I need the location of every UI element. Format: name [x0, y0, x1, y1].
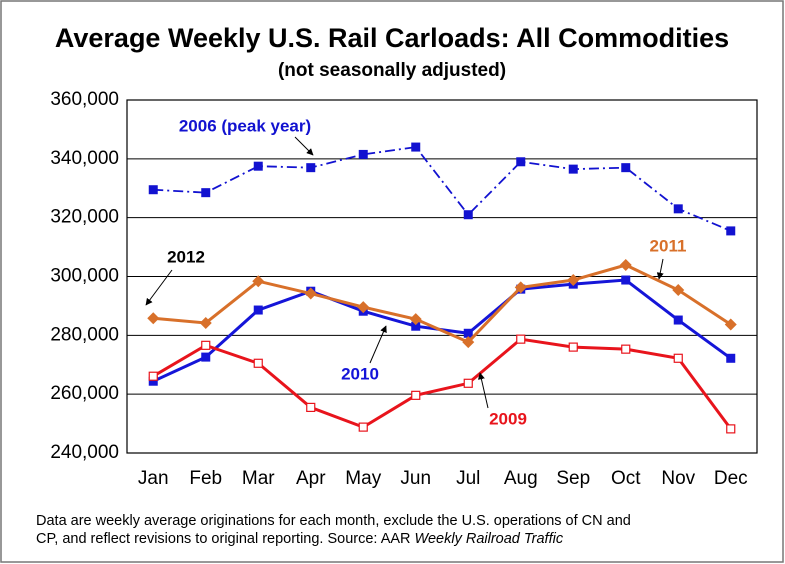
point — [514, 281, 527, 294]
series-line — [152, 337, 732, 430]
x-tick-label: Aug — [504, 468, 538, 489]
legend-label: 2009 — [489, 409, 527, 428]
legend-label: 2011 — [650, 236, 687, 255]
y-tick-label: 300,000 — [50, 266, 119, 287]
point — [304, 287, 317, 300]
x-tick-label: Dec — [714, 468, 748, 489]
point — [567, 274, 580, 287]
legend-arrow — [369, 325, 387, 364]
point — [201, 188, 211, 198]
point — [148, 371, 158, 381]
point — [148, 376, 158, 386]
point — [619, 259, 632, 272]
point — [201, 340, 211, 350]
x-tick-label: Nov — [661, 468, 695, 489]
point — [724, 318, 737, 331]
chart-subtitle: (not seasonally adjusted) — [278, 60, 506, 81]
point — [463, 328, 473, 338]
x-tick-label: Oct — [611, 468, 641, 489]
point — [409, 313, 422, 326]
x-tick-label: Jan — [138, 468, 169, 489]
point — [306, 402, 316, 413]
x-tick-label: Feb — [189, 468, 222, 489]
point — [621, 163, 631, 173]
x-tick-label: Sep — [556, 468, 590, 489]
point — [411, 390, 421, 400]
footnote: Data are weekly average originations for… — [36, 513, 631, 529]
point — [463, 378, 473, 388]
point — [253, 305, 263, 315]
annotation-arrow — [145, 269, 173, 306]
y-tick-label: 320,000 — [50, 207, 119, 228]
series-line — [153, 263, 732, 344]
footnote-source: Weekly Railroad Traffic — [415, 531, 564, 547]
y-tick-label: 280,000 — [50, 324, 119, 345]
point — [358, 422, 368, 432]
y-tick-label: 240,000 — [50, 442, 119, 463]
legend-arrow — [294, 136, 314, 156]
footnote: CP, and reflect revisions to original re… — [36, 531, 564, 547]
point — [672, 284, 685, 297]
legend-label: 2010 — [341, 364, 379, 383]
legend-arrow — [477, 372, 489, 409]
point — [516, 157, 526, 167]
y-tick-label: 260,000 — [50, 383, 119, 404]
point — [252, 275, 265, 288]
point — [568, 164, 578, 174]
point — [621, 344, 631, 354]
point — [201, 352, 211, 362]
plot-area — [126, 99, 758, 454]
point — [726, 226, 736, 236]
x-tick-label: Jun — [400, 468, 431, 489]
point — [726, 424, 736, 434]
point — [673, 353, 683, 363]
y-tick-label: 360,000 — [50, 89, 119, 110]
x-tick-label: Jul — [456, 468, 480, 489]
x-tick-label: May — [345, 468, 381, 489]
point — [148, 185, 158, 195]
point — [147, 312, 160, 325]
y-tick-label: 340,000 — [50, 148, 119, 169]
point — [673, 315, 683, 325]
point — [358, 149, 368, 159]
point — [357, 301, 370, 314]
legend-arrow — [656, 258, 664, 280]
point — [411, 142, 421, 152]
annotation: 2012 — [167, 247, 205, 266]
point — [306, 163, 316, 173]
point — [463, 210, 473, 220]
point — [568, 342, 578, 352]
point — [462, 336, 475, 349]
x-tick-label: Mar — [242, 468, 275, 489]
chart-title: Average Weekly U.S. Rail Carloads: All C… — [55, 23, 729, 53]
series-line — [153, 146, 732, 232]
point — [726, 353, 736, 363]
point — [253, 358, 263, 368]
x-tick-label: Apr — [296, 468, 326, 489]
point — [199, 316, 212, 329]
point — [673, 204, 683, 214]
point — [253, 161, 263, 171]
point — [516, 334, 526, 344]
point — [411, 321, 421, 331]
footnote-text: CP, and reflect revisions to original re… — [36, 531, 415, 547]
point — [621, 275, 631, 285]
legend-label: 2006 (peak year) — [179, 116, 311, 135]
